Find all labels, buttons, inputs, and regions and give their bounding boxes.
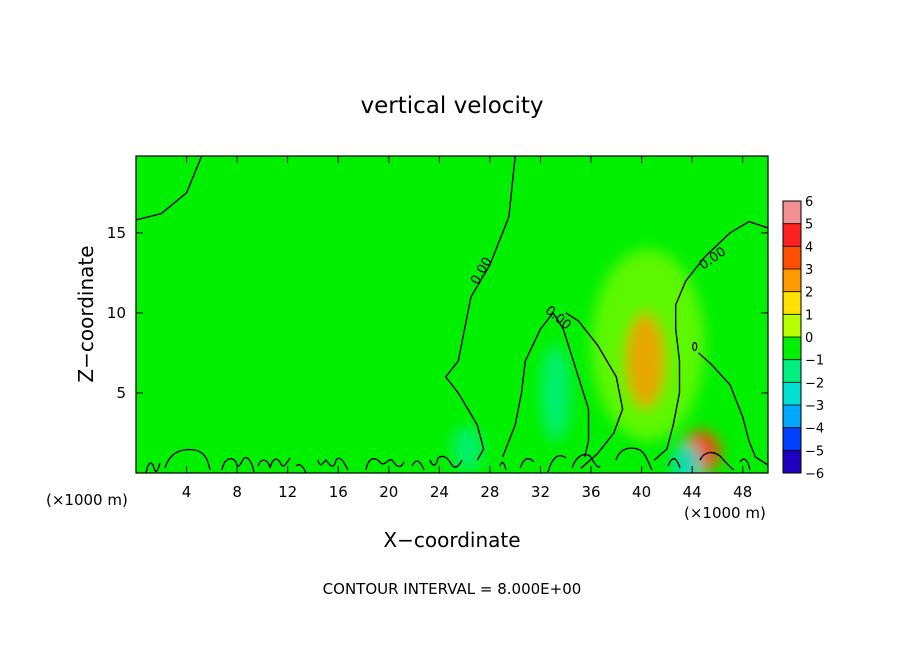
colorbar-segment--5 <box>783 450 801 473</box>
x-tick-label-16: 16 <box>329 483 348 501</box>
colorbar-tick-label-3: 3 <box>805 263 813 278</box>
colorbar-tick-label-9: −3 <box>805 399 824 414</box>
plot-frame <box>135 155 769 474</box>
x-tick-label-36: 36 <box>581 483 600 501</box>
colorbar-tick-label-6: 0 <box>805 331 813 346</box>
plot-area: 0.000.000.00 4 8 12 16 20 24 28 32 36 40 44 48 5101… <box>107 155 769 501</box>
colorbar-segment-4 <box>783 246 801 269</box>
field-feature-5 <box>671 442 703 473</box>
colorbar-segment-2 <box>783 291 801 315</box>
colorbar-tick-label-11: −5 <box>805 444 824 459</box>
colorbar-tick-label-5: 1 <box>805 308 813 323</box>
x-tick-label-40: 40 <box>632 483 651 501</box>
colorbar-segment-0 <box>783 337 801 360</box>
field-feature-3 <box>540 344 571 441</box>
x-axis: 4 8 12 16 20 24 28 32 36 40 44 48 <box>182 156 752 501</box>
field-feature-1 <box>625 312 666 409</box>
colorbar-segment-5 <box>783 223 801 247</box>
colorbar-segment-6 <box>783 201 801 224</box>
x-tick-label-28: 28 <box>480 483 499 501</box>
surface-contour-wiggles <box>145 447 751 473</box>
x-tick-label-4: 4 <box>182 483 192 501</box>
zero-contour-5 <box>653 220 768 461</box>
y-tick-label-10: 10 <box>107 304 126 322</box>
colorbar-segment--4 <box>783 427 801 451</box>
colorbar-tick-label-8: −2 <box>805 376 824 391</box>
chart-title: vertical velocity <box>361 93 544 119</box>
colorbar-segment--2 <box>783 382 801 405</box>
small-closed-contour <box>692 341 698 352</box>
x-tick-label-8: 8 <box>232 483 242 501</box>
x-unit-label-right: (×1000 m) <box>684 504 766 522</box>
colorbar-tick-label-2: 4 <box>805 240 813 255</box>
x-unit-label-left: (×1000 m) <box>46 491 128 509</box>
zero-contour-2 <box>445 156 516 461</box>
x-axis-label: X−coordinate <box>383 528 520 552</box>
zero-contour-3 <box>501 312 590 458</box>
colorbar: 6 5 4 3 2 1 0 −1 −2 −3 −4 −5 −6 <box>782 195 824 482</box>
y-tick-label-15: 15 <box>107 224 126 242</box>
colorbar-segment--3 <box>783 405 801 428</box>
x-tick-label-24: 24 <box>430 483 449 501</box>
zero-contour-4 <box>565 312 624 469</box>
colorbar-segment-1 <box>783 314 801 337</box>
contour-interval-note: CONTOUR INTERVAL = 8.000E+00 <box>323 580 582 598</box>
zero-contour-1 <box>136 156 203 221</box>
colorbar-segment--1 <box>783 359 801 383</box>
y-axis: 5 10 15 <box>107 224 768 402</box>
colorbar-tick-label-7: −1 <box>805 354 824 369</box>
x-tick-label-12: 12 <box>278 483 297 501</box>
x-tick-label-48: 48 <box>733 483 752 501</box>
colorbar-tick-label-0: 6 <box>805 195 813 210</box>
x-tick-label-32: 32 <box>531 483 550 501</box>
surface-contours <box>145 447 751 473</box>
field-feature-4 <box>452 426 483 472</box>
colorbar-tick-label-12: −6 <box>805 467 824 482</box>
y-axis-label: Z−coordinate <box>74 245 98 382</box>
x-tick-label-20: 20 <box>379 483 398 501</box>
y-tick-label-5: 5 <box>116 384 126 402</box>
colorbar-segment-3 <box>783 269 801 292</box>
colorbar-tick-label-1: 5 <box>805 218 813 233</box>
zero-contour-6 <box>698 352 768 466</box>
x-tick-label-44: 44 <box>683 483 702 501</box>
colorbar-tick-label-4: 2 <box>805 286 813 301</box>
colorbar-tick-label-10: −4 <box>805 422 824 437</box>
